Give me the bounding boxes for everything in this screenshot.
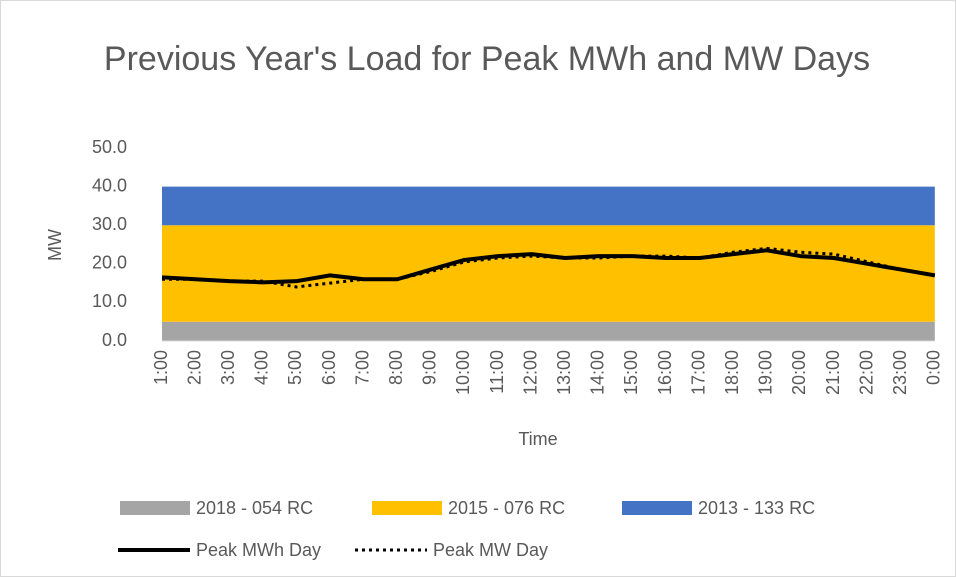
y-tick-label: 50.0 — [92, 137, 127, 157]
legend-label: Peak MWh Day — [196, 540, 321, 560]
x-tick-label: 23:00 — [890, 350, 910, 395]
area — [162, 186, 935, 226]
x-tick-label: 7:00 — [352, 350, 372, 385]
y-tick-label: 20.0 — [92, 253, 127, 273]
chart-title: Previous Year's Load for Peak MWh and MW… — [103, 40, 871, 78]
x-tick-label: 4:00 — [252, 350, 272, 385]
x-axis-title: Time — [518, 429, 557, 449]
x-tick-label: 14:00 — [588, 350, 608, 395]
x-tick-label: 13:00 — [554, 350, 574, 395]
legend-label: Peak MW Day — [433, 540, 548, 560]
legend-label: 2013 - 133 RC — [698, 498, 815, 518]
x-tick-label: 3:00 — [218, 350, 238, 385]
line — [161, 248, 936, 285]
x-tick-label: 22:00 — [856, 350, 876, 395]
y-tick-label: 40.0 — [92, 175, 127, 195]
x-tick-label: 21:00 — [823, 350, 843, 395]
x-tick-label: 1:00 — [151, 350, 171, 385]
x-tick-label: 5:00 — [285, 350, 305, 385]
x-tick-label: 18:00 — [722, 350, 742, 395]
x-tick-label: 8:00 — [386, 350, 406, 385]
x-tick-label: 2:00 — [184, 350, 204, 385]
x-tick-label: 15:00 — [621, 350, 641, 395]
legend-swatch — [120, 501, 190, 515]
x-tick-label: 10:00 — [453, 350, 473, 395]
area — [162, 321, 935, 341]
y-tick-label: 0.0 — [102, 330, 127, 350]
x-tick-label: 19:00 — [756, 350, 776, 395]
x-tick-label: 16:00 — [655, 350, 675, 395]
y-tick-label: 10.0 — [92, 291, 127, 311]
x-tick-label: 6:00 — [319, 350, 339, 385]
area — [162, 225, 935, 322]
y-tick-label: 30.0 — [92, 214, 127, 234]
legend-label: 2018 - 054 RC — [196, 498, 313, 518]
legend-swatch — [622, 501, 692, 515]
x-tick-label: 11:00 — [487, 350, 507, 394]
legend-swatch — [372, 501, 442, 515]
legend-label: 2015 - 076 RC — [448, 498, 565, 518]
y-axis-title: MW — [45, 229, 65, 261]
x-tick-label: 20:00 — [789, 350, 809, 395]
x-tick-label: 0:00 — [924, 350, 944, 385]
x-tick-label: 17:00 — [688, 350, 708, 395]
x-tick-label: 9:00 — [420, 350, 440, 385]
x-tick-label: 12:00 — [520, 350, 540, 395]
